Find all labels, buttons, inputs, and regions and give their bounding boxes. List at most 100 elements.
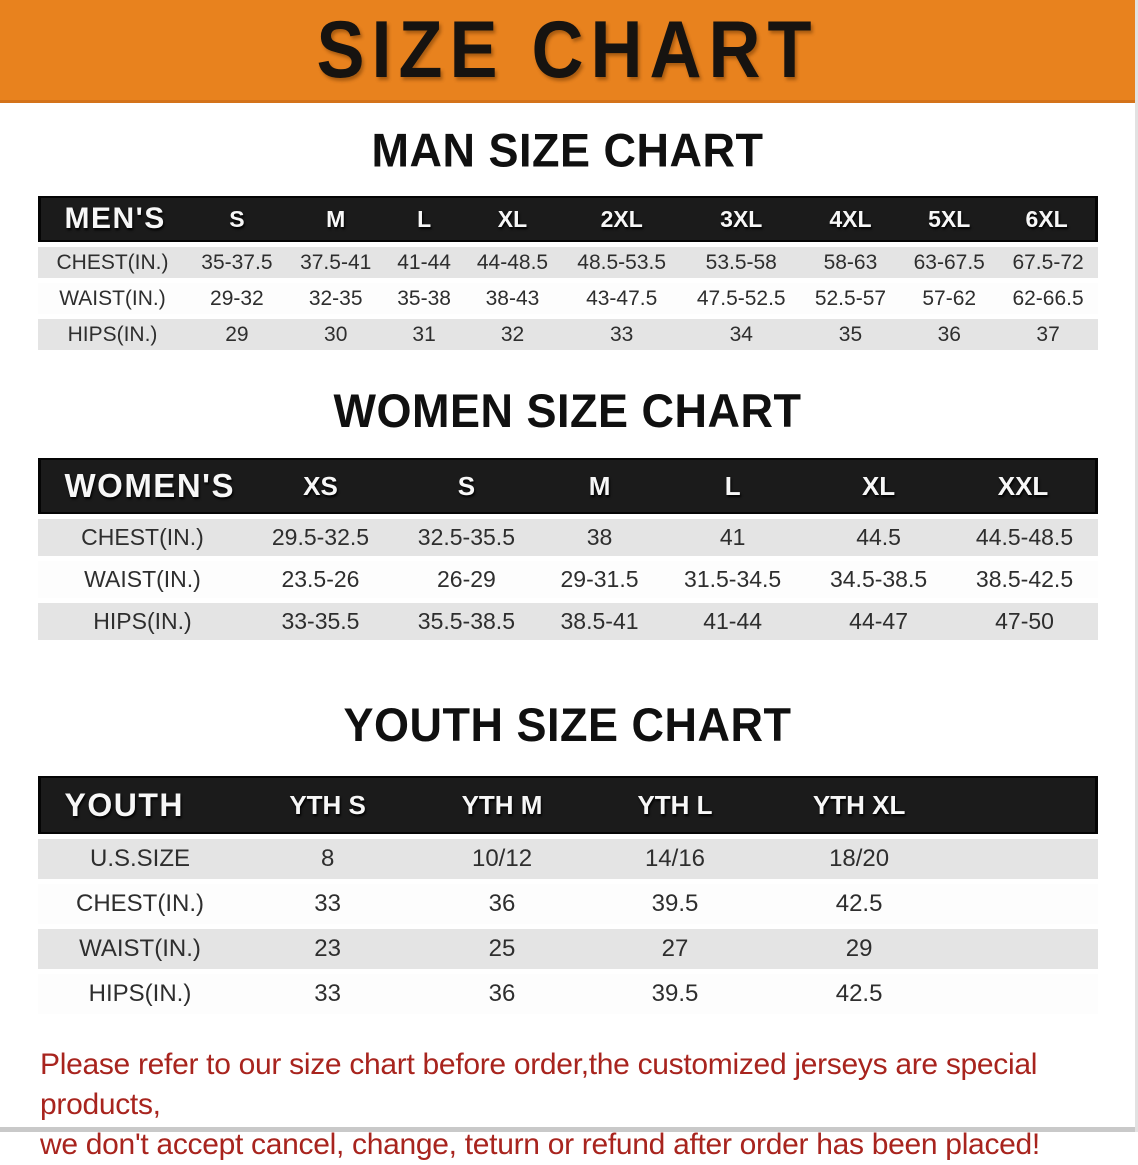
row-label: CHEST(IN.) (37, 519, 248, 556)
size-chart-banner: SIZE CHART (0, 0, 1135, 103)
women-waist-row: WAIST(IN.) 23.5-26 26-29 29-31.5 31.5-34… (37, 561, 1098, 598)
row-label: WAIST(IN.) (37, 283, 188, 314)
size-value-cell: 39.5 (591, 884, 759, 924)
men-size-col-4xl: 4XL (801, 196, 900, 242)
youth-header-spacer (959, 776, 1098, 834)
bottom-edge-divider (0, 1127, 1135, 1132)
size-value-cell: 44.5 (805, 519, 952, 556)
size-value-cell: 29.5-32.5 (247, 519, 394, 556)
size-value-cell: 8 (242, 839, 413, 879)
youth-size-col-s: YTH S (242, 776, 413, 834)
women-size-table: WOMEN'S XS S M L XL XXL CHEST(IN.) 29.5-… (37, 453, 1098, 645)
size-value-cell: 35.5-38.5 (393, 603, 540, 640)
size-value-cell: 47-50 (951, 603, 1098, 640)
men-size-col-2xl: 2XL (561, 196, 682, 242)
size-value-cell: 52.5-57 (801, 283, 900, 314)
women-chest-row: CHEST(IN.) 29.5-32.5 32.5-35.5 38 41 44.… (37, 519, 1098, 556)
women-section-heading: WOMEN SIZE CHART (333, 383, 802, 438)
men-header-row: MEN'S S M L XL 2XL 3XL 4XL 5XL 6XL (37, 196, 1098, 242)
women-header-row: WOMEN'S XS S M L XL XXL (37, 458, 1098, 514)
size-value-cell: 36 (899, 319, 999, 350)
size-value-cell: 38.5-42.5 (951, 561, 1098, 598)
size-value-cell: 32 (463, 319, 562, 350)
youth-waist-row: WAIST(IN.) 23 25 27 29 (37, 929, 1098, 969)
size-value-cell: 33 (242, 974, 413, 1014)
men-size-col-l: L (385, 196, 464, 242)
row-label: CHEST(IN.) (37, 247, 188, 278)
youth-header-row: YOUTH YTH S YTH M YTH L YTH XL (37, 776, 1098, 834)
women-size-col-xl: XL (805, 458, 952, 514)
youth-size-col-l: YTH L (591, 776, 759, 834)
size-value-cell: 35-37.5 (187, 247, 287, 278)
row-spacer (959, 974, 1098, 1014)
men-size-col-6xl: 6XL (998, 196, 1098, 242)
youth-size-col-m: YTH M (412, 776, 592, 834)
size-value-cell: 37.5-41 (286, 247, 386, 278)
youth-header-label: YOUTH (37, 776, 243, 834)
size-value-cell: 67.5-72 (998, 247, 1098, 278)
women-size-col-s: S (393, 458, 540, 514)
size-value-cell: 44-48.5 (463, 247, 562, 278)
women-size-col-l: L (659, 458, 806, 514)
size-value-cell: 38 (539, 519, 660, 556)
size-value-cell: 35-38 (385, 283, 464, 314)
size-value-cell: 44.5-48.5 (951, 519, 1098, 556)
men-size-table: MEN'S S M L XL 2XL 3XL 4XL 5XL 6XL CHEST… (37, 191, 1098, 355)
men-size-col-xl: XL (463, 196, 562, 242)
youth-size-col-xl: YTH XL (758, 776, 960, 834)
size-value-cell: 42.5 (758, 974, 960, 1014)
size-value-cell: 33 (561, 319, 682, 350)
disclaimer-line-1: Please refer to our size chart before or… (40, 1048, 1038, 1121)
size-value-cell: 25 (412, 929, 592, 969)
size-value-cell: 57-62 (899, 283, 999, 314)
men-size-col-m: M (286, 196, 386, 242)
size-value-cell: 44-47 (805, 603, 952, 640)
row-label: U.S.SIZE (37, 839, 243, 879)
size-value-cell: 41-44 (659, 603, 806, 640)
row-label: HIPS(IN.) (37, 319, 188, 350)
row-label: HIPS(IN.) (37, 603, 248, 640)
size-value-cell: 37 (998, 319, 1098, 350)
row-label: HIPS(IN.) (37, 974, 243, 1014)
size-value-cell: 33 (242, 884, 413, 924)
size-value-cell: 53.5-58 (681, 247, 802, 278)
banner-title: SIZE CHART (316, 5, 819, 95)
row-label: WAIST(IN.) (37, 929, 243, 969)
size-value-cell: 31 (385, 319, 464, 350)
youth-section-heading: YOUTH SIZE CHART (343, 697, 792, 752)
size-value-cell: 31.5-34.5 (659, 561, 806, 598)
size-value-cell: 35 (801, 319, 900, 350)
women-size-col-xs: XS (247, 458, 394, 514)
men-section-heading: MAN SIZE CHART (371, 123, 764, 178)
size-value-cell: 30 (286, 319, 386, 350)
youth-chest-row: CHEST(IN.) 33 36 39.5 42.5 (37, 884, 1098, 924)
size-value-cell: 63-67.5 (899, 247, 999, 278)
size-value-cell: 32-35 (286, 283, 386, 314)
size-value-cell: 23.5-26 (247, 561, 394, 598)
women-size-col-m: M (539, 458, 660, 514)
men-size-col-5xl: 5XL (899, 196, 999, 242)
women-hips-row: HIPS(IN.) 33-35.5 35.5-38.5 38.5-41 41-4… (37, 603, 1098, 640)
size-value-cell: 27 (591, 929, 759, 969)
row-spacer (959, 929, 1098, 969)
women-header-label: WOMEN'S (37, 458, 248, 514)
size-value-cell: 58-63 (801, 247, 900, 278)
men-header-label: MEN'S (37, 196, 188, 242)
size-value-cell: 43-47.5 (561, 283, 682, 314)
size-value-cell: 38-43 (463, 283, 562, 314)
disclaimer-line-2: we don't accept cancel, change, teturn o… (40, 1128, 1040, 1161)
size-value-cell: 48.5-53.5 (561, 247, 682, 278)
size-value-cell: 42.5 (758, 884, 960, 924)
size-value-cell: 39.5 (591, 974, 759, 1014)
size-value-cell: 41 (659, 519, 806, 556)
size-value-cell: 34 (681, 319, 802, 350)
size-value-cell: 29 (187, 319, 287, 350)
row-label: WAIST(IN.) (37, 561, 248, 598)
women-size-col-xxl: XXL (951, 458, 1098, 514)
men-waist-row: WAIST(IN.) 29-32 32-35 35-38 38-43 43-47… (37, 283, 1098, 314)
size-value-cell: 47.5-52.5 (681, 283, 802, 314)
size-value-cell: 41-44 (385, 247, 464, 278)
size-value-cell: 38.5-41 (539, 603, 660, 640)
men-chest-row: CHEST(IN.) 35-37.5 37.5-41 41-44 44-48.5… (37, 247, 1098, 278)
size-value-cell: 32.5-35.5 (393, 519, 540, 556)
